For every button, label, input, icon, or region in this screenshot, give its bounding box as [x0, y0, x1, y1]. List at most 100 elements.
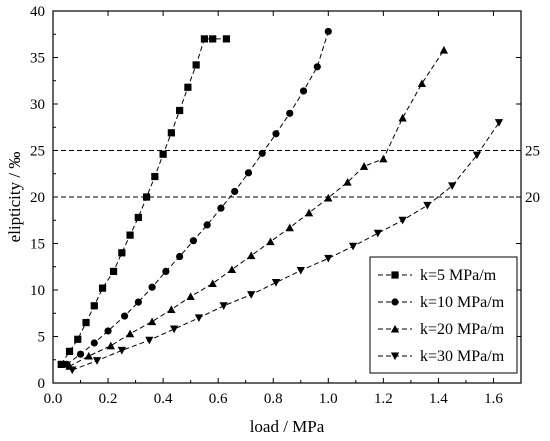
data-point	[439, 45, 449, 54]
data-point	[192, 61, 200, 69]
data-point	[90, 339, 98, 347]
data-point	[134, 213, 142, 222]
data-point	[57, 360, 65, 368]
y-tick-label: 30	[30, 97, 45, 113]
data-point	[324, 193, 333, 202]
data-point	[167, 129, 175, 137]
data-point	[244, 169, 253, 177]
legend: k=5 MPa/m k=10 MPa/m k=20 MPa/m k=30 MPa/m	[369, 256, 518, 374]
data-point	[65, 347, 74, 355]
series-1	[57, 35, 231, 368]
y-tick-label: 40	[30, 4, 45, 20]
series-2	[63, 27, 332, 368]
data-point	[200, 35, 209, 43]
data-point	[82, 318, 90, 327]
data-point	[189, 237, 197, 245]
data-point	[176, 106, 184, 115]
data-point	[247, 251, 256, 260]
data-point	[390, 324, 400, 333]
data-point	[117, 346, 126, 355]
x-tick-label: 1.4	[429, 391, 448, 407]
legend-item: k=10 MPa/m	[378, 294, 505, 311]
legend-item: k=5 MPa/m	[378, 267, 497, 284]
data-point	[176, 252, 184, 261]
data-point	[143, 193, 151, 201]
legend-label: k=30 MPa/m	[420, 348, 505, 365]
legend-label: k=5 MPa/m	[420, 267, 497, 284]
data-point	[106, 341, 115, 350]
series-line	[72, 122, 500, 371]
data-point	[151, 172, 159, 181]
data-point	[104, 327, 112, 335]
y-axis-title: elipticity / ‰	[5, 152, 24, 243]
data-point	[398, 113, 407, 122]
data-point	[266, 237, 275, 246]
y-tick-label: 0	[38, 376, 46, 392]
data-point	[219, 302, 228, 310]
data-point	[217, 204, 225, 212]
data-point	[296, 266, 305, 275]
series-layer	[57, 27, 504, 375]
x-tick-label: 0.0	[44, 391, 63, 407]
y-tick-label: 25	[30, 144, 45, 160]
data-point	[391, 271, 399, 279]
data-point	[118, 249, 126, 257]
data-point	[324, 254, 333, 263]
data-point	[148, 283, 156, 291]
data-point	[299, 87, 308, 95]
x-tick-label: 0.6	[209, 391, 228, 407]
legend-item: k=20 MPa/m	[378, 321, 505, 338]
data-point	[494, 119, 504, 127]
x-tick-label: 1.6	[484, 391, 503, 407]
data-point	[272, 130, 280, 138]
data-point	[390, 352, 400, 361]
data-point	[324, 27, 332, 36]
x-tick-label: 0.2	[99, 391, 118, 407]
y-tick-label: 10	[30, 283, 45, 299]
data-point	[222, 35, 231, 43]
data-point	[186, 292, 195, 301]
reference-label-25: 25	[525, 144, 540, 160]
legend-label: k=20 MPa/m	[420, 321, 505, 338]
data-point	[125, 329, 135, 338]
data-point	[147, 317, 157, 326]
data-point	[247, 291, 256, 299]
series-4	[68, 119, 504, 375]
x-tick-label: 0.8	[264, 391, 283, 407]
data-point	[417, 79, 427, 88]
data-point	[145, 336, 154, 345]
data-point	[391, 298, 399, 306]
data-point	[448, 182, 457, 190]
data-point	[74, 335, 82, 343]
data-point	[359, 162, 369, 170]
data-point	[208, 279, 217, 288]
x-axis-title: load / MPa	[250, 417, 325, 436]
data-point	[126, 231, 134, 239]
data-point	[76, 350, 85, 358]
data-point	[194, 314, 204, 323]
data-point	[109, 267, 118, 275]
data-point	[167, 305, 176, 314]
data-point	[203, 221, 211, 229]
data-point	[285, 223, 294, 232]
data-point	[120, 312, 129, 320]
data-point	[90, 302, 98, 310]
data-point	[134, 298, 142, 306]
y-tick-label: 20	[30, 190, 45, 206]
data-point	[286, 109, 294, 117]
series-line	[69, 49, 445, 367]
data-point	[84, 351, 93, 360]
data-point	[379, 154, 388, 163]
data-point	[313, 63, 321, 71]
data-point	[271, 279, 281, 287]
legend-item: k=30 MPa/m	[378, 348, 505, 365]
data-point	[68, 366, 77, 375]
data-point	[98, 284, 107, 292]
data-point	[227, 265, 237, 274]
axes-layer: 0.0 0.2 0.4 0.6 0.8 1.0 1.2 1.4 1.6 0 5 10 15 20 25 30 3…	[30, 4, 522, 407]
y-tick-label: 5	[38, 330, 46, 346]
data-point	[348, 242, 358, 251]
data-point	[184, 83, 192, 91]
data-point	[159, 150, 167, 158]
